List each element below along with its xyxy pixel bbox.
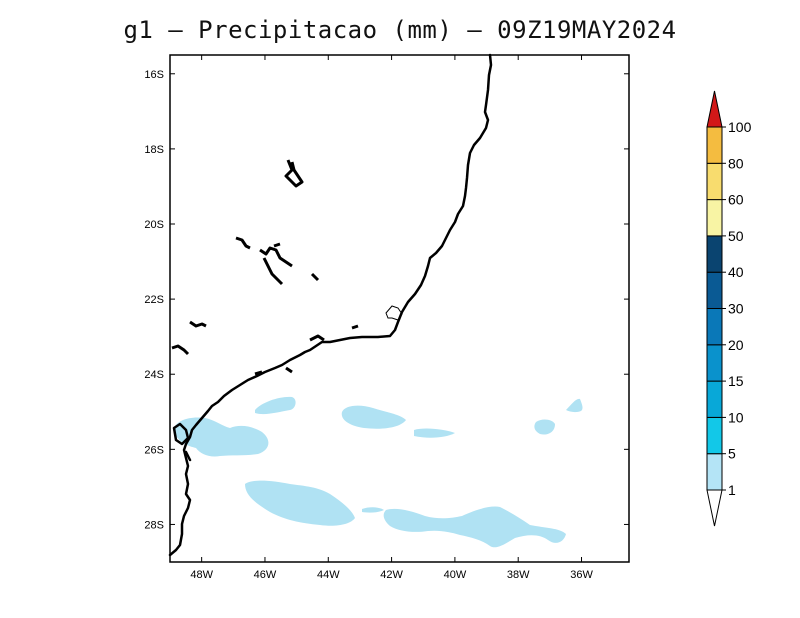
colorbar-label: 5 bbox=[728, 446, 736, 462]
y-tick-label: 24S bbox=[144, 369, 164, 381]
precip-patch-b bbox=[341, 405, 406, 429]
precip-patch-i bbox=[383, 506, 566, 548]
coastline-main bbox=[168, 53, 493, 557]
precip-patch-g bbox=[245, 480, 355, 526]
y-tick-label: 22S bbox=[144, 294, 164, 306]
y-tick-label: 20S bbox=[144, 219, 164, 231]
colorbar-label: 30 bbox=[728, 301, 744, 317]
y-tick-label: 16S bbox=[144, 69, 164, 81]
colorbar-box bbox=[706, 453, 723, 491]
colorbar-label: 10 bbox=[728, 409, 744, 425]
colorbar-box bbox=[706, 271, 723, 310]
x-tick-label: 48W bbox=[190, 569, 213, 581]
coast-detail-1 bbox=[254, 324, 359, 376]
colorbar-lower-triangle bbox=[706, 489, 723, 527]
colorbar-label: 100 bbox=[728, 119, 752, 135]
y-tick-label: 28S bbox=[144, 519, 164, 531]
reservoir-4 bbox=[310, 272, 320, 282]
colorbar-box bbox=[706, 308, 723, 346]
x-tick-label: 46W bbox=[254, 569, 277, 581]
map-title: g1 – Precipitacao (mm) – 09Z19MAY2024 bbox=[123, 16, 677, 44]
lagoon-outline bbox=[385, 305, 403, 321]
precip-areas bbox=[173, 396, 583, 548]
x-axis: 48W 46W 44W 42W 40W 38W 36W bbox=[190, 55, 593, 581]
colorbar-label: 80 bbox=[728, 155, 744, 171]
reservoir-5 bbox=[189, 320, 207, 328]
reservoir-2 bbox=[235, 236, 251, 250]
y-tick-label: 26S bbox=[144, 444, 164, 456]
colorbar-box bbox=[706, 344, 723, 382]
colorbar-upper-triangle bbox=[706, 90, 723, 128]
coast-bay bbox=[172, 422, 192, 462]
precip-patch-a bbox=[255, 396, 296, 415]
map-frame bbox=[169, 54, 630, 563]
precip-patch-e bbox=[566, 398, 583, 413]
colorbar-box bbox=[706, 416, 723, 455]
colorbar-label: 40 bbox=[728, 264, 744, 280]
precip-patch-h bbox=[362, 507, 384, 513]
reservoir-1 bbox=[284, 159, 304, 188]
x-tick-label: 40W bbox=[444, 569, 467, 581]
colorbar-box bbox=[706, 126, 723, 164]
x-tick-label: 42W bbox=[380, 569, 403, 581]
map-panel bbox=[168, 53, 630, 563]
reservoir-3 bbox=[259, 242, 293, 286]
x-tick-label: 38W bbox=[507, 569, 530, 581]
colorbar-label: 1 bbox=[728, 482, 736, 498]
y-tick-label: 18S bbox=[144, 144, 164, 156]
colorbar-label: 60 bbox=[728, 192, 744, 208]
colorbar-box bbox=[706, 162, 723, 201]
colorbar-label: 20 bbox=[728, 337, 744, 353]
precip-patch-d bbox=[534, 419, 555, 435]
reservoir-6 bbox=[171, 344, 190, 356]
y-axis: 16S 18S 20S 22S 24S 26S 28S bbox=[144, 69, 629, 531]
colorbar-label: 15 bbox=[728, 373, 744, 389]
colorbar-box bbox=[706, 199, 723, 237]
colorbar-box bbox=[706, 380, 723, 418]
coastline bbox=[168, 53, 493, 557]
precip-patch-f bbox=[173, 417, 269, 457]
precip-patch-c bbox=[414, 428, 455, 438]
x-tick-label: 36W bbox=[570, 569, 593, 581]
inland-features bbox=[171, 159, 359, 376]
colorbar-box bbox=[706, 235, 723, 273]
colorbar-label: 50 bbox=[728, 228, 744, 244]
x-tick-label: 44W bbox=[317, 569, 340, 581]
